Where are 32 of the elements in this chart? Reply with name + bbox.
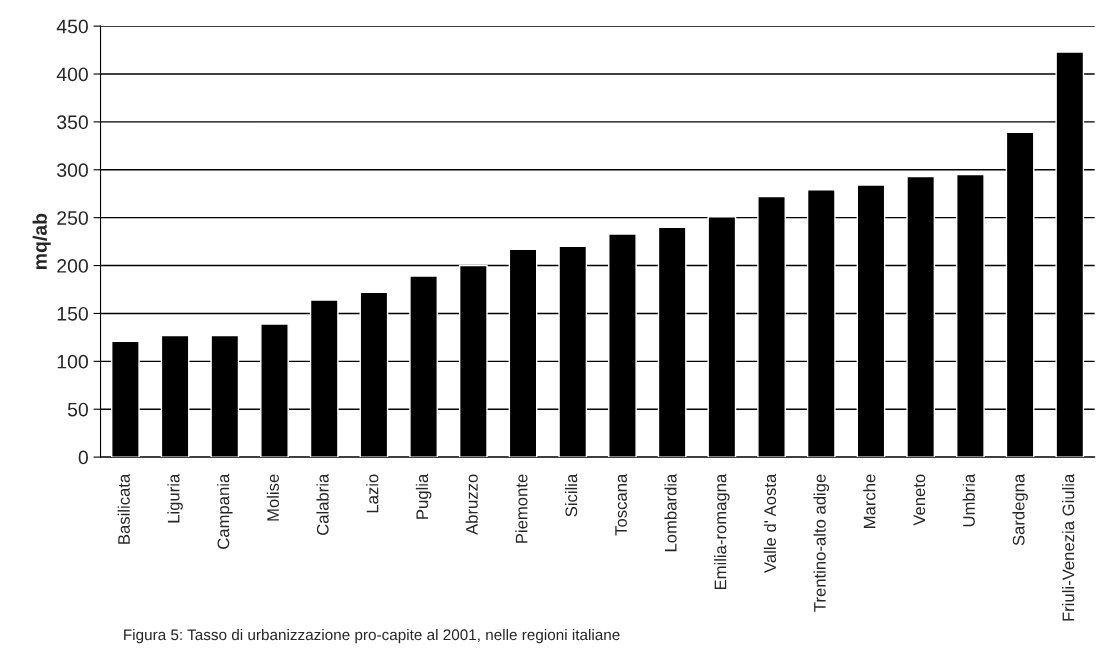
x-tick-label: Veneto xyxy=(913,474,926,526)
y-tick-label: 200 xyxy=(57,259,88,273)
y-tick-label: 450 xyxy=(56,19,88,34)
text: Figura 5: Tasso di urbanizzazione pro-capite al 2001, nelle regioni italiane xyxy=(124,628,620,644)
y-tick-label: 50 xyxy=(67,402,88,417)
x-tick-label: Liguria xyxy=(167,473,183,523)
x-tick-label: Lazio xyxy=(366,474,379,513)
x-tick-label: Emilia-romagna xyxy=(714,473,730,590)
y-tick-label: 0 xyxy=(78,450,88,465)
x-tick-label: Campania xyxy=(217,473,233,549)
y-tick-label: 100 xyxy=(57,354,88,369)
x-tick-label: Molise xyxy=(266,474,279,521)
y-tick-label: 300 xyxy=(57,163,88,178)
x-tick-label: Calabria xyxy=(316,473,329,535)
x-tick-label: Piemonte xyxy=(515,474,528,543)
x-tick-label: Trentino-alto adige xyxy=(813,474,830,612)
x-tick-label: Abruzzo xyxy=(465,474,478,535)
x-tick-label: Marche xyxy=(863,474,876,528)
y-tick-label: 250 xyxy=(57,211,88,225)
x-tick-label: Sardegna xyxy=(1012,473,1028,546)
y-tick-label: 400 xyxy=(56,67,88,82)
x-tick-label: Friuli-Venezia Giulia xyxy=(1062,473,1075,621)
y-tick-label: 150 xyxy=(57,306,88,321)
y-tick-label: 350 xyxy=(57,115,88,130)
y-axis-title: mq/ab xyxy=(32,213,51,269)
x-tick-label: Basilicata xyxy=(117,473,130,544)
x-tick-label: Toscana xyxy=(615,473,627,536)
x-tick-label: Umbria xyxy=(962,473,975,527)
x-tick-label: Lombardia xyxy=(664,473,677,552)
x-tick-label: Puglia xyxy=(415,473,432,519)
x-tick-label: Valle d' Aosta xyxy=(763,473,777,573)
x-tick-label: Sicilia xyxy=(564,473,578,517)
